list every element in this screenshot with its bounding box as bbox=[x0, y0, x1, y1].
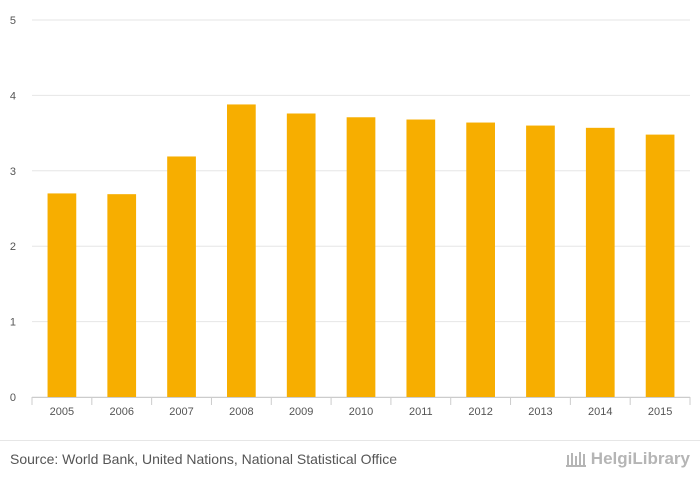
x-tick-label: 2015 bbox=[648, 406, 672, 418]
bar-2010 bbox=[346, 117, 376, 398]
bar-2007 bbox=[167, 156, 196, 397]
chart-footer: Source: World Bank, United Nations, Nati… bbox=[0, 440, 700, 484]
x-tick-label: 2012 bbox=[468, 406, 492, 418]
logo-text: HelgiLibrary bbox=[590, 449, 690, 468]
x-tick-label: 2005 bbox=[50, 406, 74, 418]
x-tick-label: 2009 bbox=[289, 406, 313, 418]
bar-2005 bbox=[47, 193, 77, 397]
y-tick-label: 2 bbox=[10, 241, 16, 253]
y-tick-label: 3 bbox=[10, 166, 16, 178]
x-tick-label: 2013 bbox=[528, 406, 552, 418]
x-tick-label: 2006 bbox=[109, 406, 133, 418]
x-tick-label: 2007 bbox=[169, 406, 193, 418]
y-tick-label: 0 bbox=[10, 392, 16, 404]
x-tick-label: 2008 bbox=[229, 406, 253, 418]
y-tick-label: 1 bbox=[10, 317, 16, 329]
helgilibrary-logo[interactable]: HelgiLibrary bbox=[565, 449, 690, 469]
x-tick-label: 2011 bbox=[409, 406, 433, 418]
bar-2009 bbox=[286, 113, 316, 397]
bar-chart: 0 1 2 3 4 5 2005 2006 2007 2008 2009 2010 2011 2012 20… bbox=[10, 15, 691, 418]
bar-2013 bbox=[526, 125, 555, 397]
y-tick-label: 5 bbox=[10, 15, 16, 27]
bar-2015 bbox=[645, 134, 675, 397]
library-icon bbox=[565, 452, 586, 467]
x-tick-label: 2014 bbox=[588, 406, 612, 418]
bar-2006 bbox=[107, 194, 137, 397]
bar-2014 bbox=[585, 127, 615, 398]
bar-2008 bbox=[227, 104, 256, 397]
bar-2011 bbox=[406, 119, 436, 397]
x-tick-label: 2010 bbox=[349, 406, 373, 418]
source-note: Source: World Bank, United Nations, Nati… bbox=[10, 451, 397, 467]
y-tick-label: 4 bbox=[10, 90, 16, 102]
bar-2012 bbox=[466, 122, 495, 397]
